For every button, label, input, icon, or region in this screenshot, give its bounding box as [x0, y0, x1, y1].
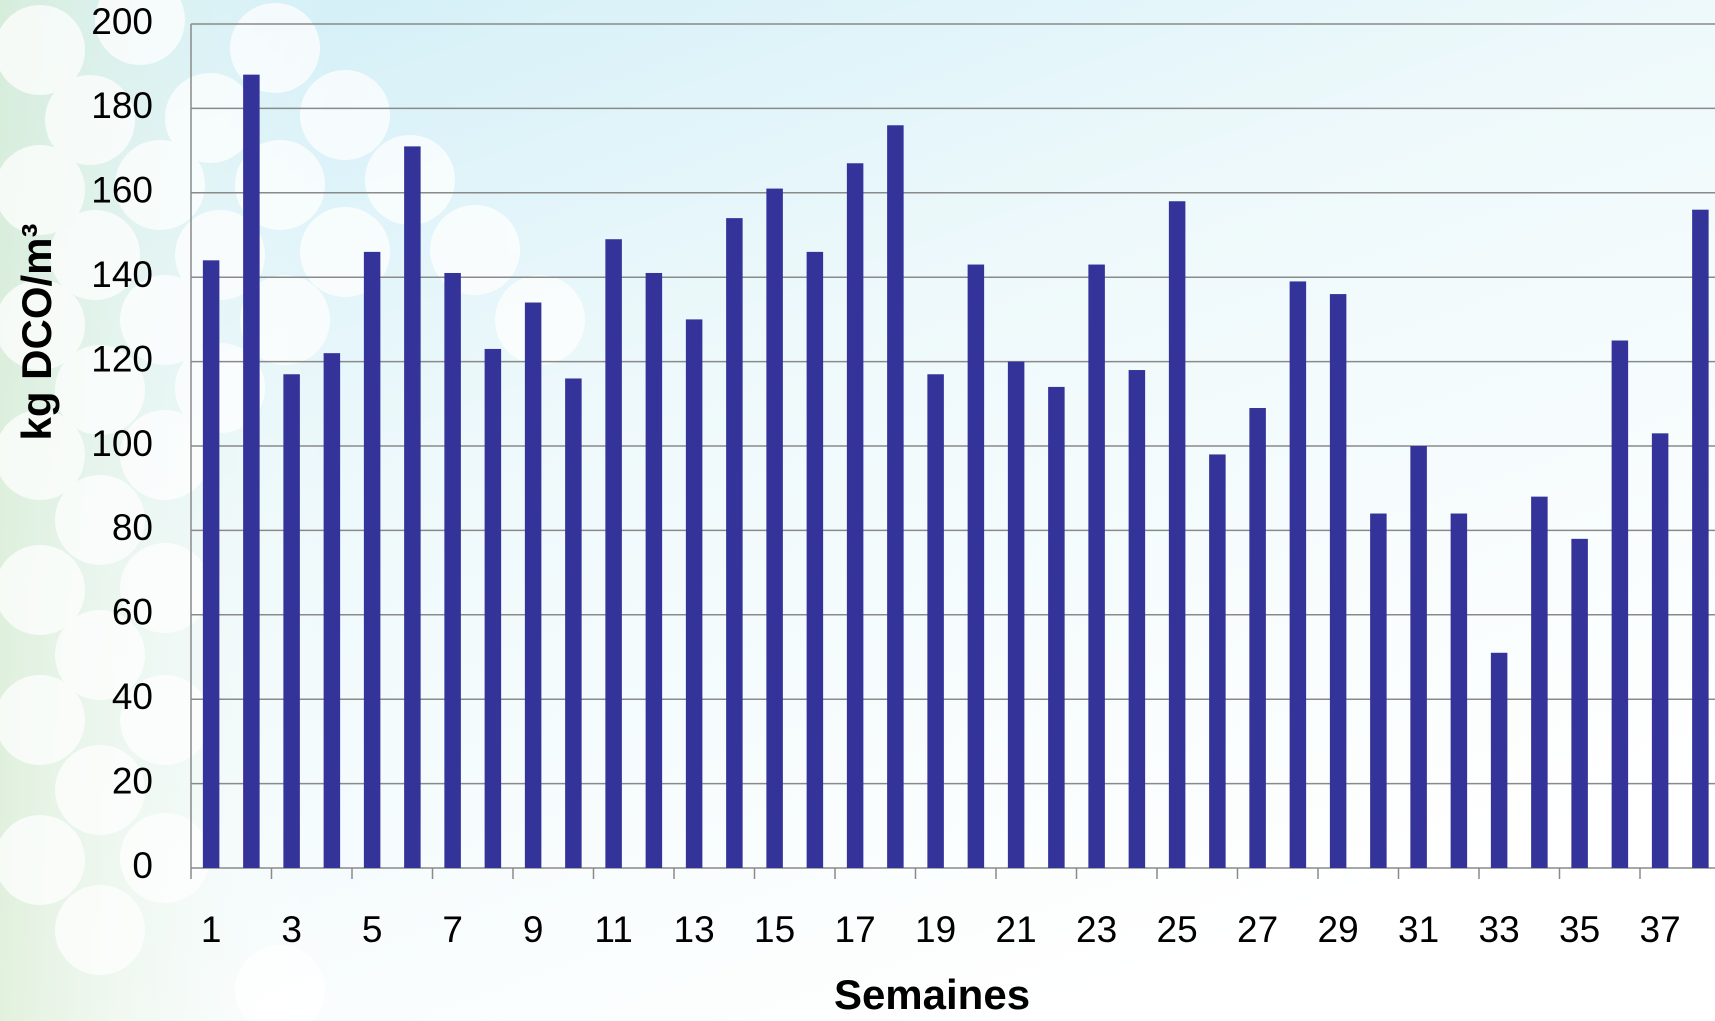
x-tick-label: 9 [523, 909, 544, 950]
bar [887, 125, 904, 868]
bar [1571, 539, 1588, 868]
bar [283, 374, 300, 868]
bar [807, 252, 824, 868]
x-tick-label: 35 [1559, 909, 1600, 950]
x-tick-label: 15 [754, 909, 795, 950]
y-tick-label: 140 [91, 254, 153, 295]
chart: Semaines kg DCO/m³ 0 20 40 60 80 100 120 140 160… [0, 0, 1715, 1021]
bar [1370, 514, 1387, 868]
bar [847, 163, 864, 868]
bar [1652, 433, 1669, 868]
bar [927, 374, 944, 868]
bar [1209, 454, 1226, 868]
bar [444, 273, 461, 868]
y-tick-label: 40 [112, 676, 153, 717]
y-tick-label: 20 [112, 760, 153, 801]
bar [243, 75, 260, 868]
x-tick-label: 21 [996, 909, 1037, 950]
bar [203, 260, 220, 868]
bar [1008, 362, 1025, 868]
x-tick-label: 33 [1479, 909, 1520, 950]
bar [1410, 446, 1427, 868]
y-tick-label: 200 [91, 1, 153, 42]
y-axis-title: kg DCO/m³ [13, 223, 60, 440]
y-tick-label: 120 [91, 338, 153, 379]
bar [1088, 265, 1105, 868]
bar [1491, 653, 1508, 868]
bar [324, 353, 341, 868]
bar [404, 146, 421, 868]
y-tick-label: 180 [91, 85, 153, 126]
bar [1048, 387, 1065, 868]
bar [1290, 281, 1307, 868]
x-tick-label: 17 [835, 909, 876, 950]
y-tick-label: 100 [91, 423, 153, 464]
bar [766, 189, 783, 868]
x-tick-label: 11 [594, 909, 632, 950]
bar [1612, 341, 1629, 869]
x-tick-label: 27 [1237, 909, 1278, 950]
x-tick-label: 1 [201, 909, 222, 950]
bar [726, 218, 743, 868]
bar [646, 273, 663, 868]
x-tick-label: 19 [915, 909, 956, 950]
x-axis-title: Semaines [834, 971, 1030, 1018]
x-tick-label: 5 [362, 909, 383, 950]
bar [1169, 201, 1186, 868]
y-tick-label: 160 [91, 170, 153, 211]
x-tick-label: 7 [442, 909, 463, 950]
bar [1330, 294, 1347, 868]
y-tick-label: 60 [112, 592, 153, 633]
bar [1692, 210, 1709, 868]
x-tick-label: 23 [1076, 909, 1117, 950]
bar [1129, 370, 1146, 868]
bar [525, 303, 542, 868]
bar [485, 349, 502, 868]
y-tick-label: 0 [132, 845, 153, 886]
bar [1531, 497, 1548, 868]
bar [565, 378, 582, 868]
page: Semaines kg DCO/m³ 0 20 40 60 80 100 120 140 160… [0, 0, 1715, 1021]
bar [968, 265, 985, 868]
x-tick-label: 29 [1318, 909, 1359, 950]
bar [364, 252, 381, 868]
x-tick-label: 13 [674, 909, 715, 950]
bar [605, 239, 622, 868]
x-tick-label: 25 [1157, 909, 1198, 950]
bar [1249, 408, 1266, 868]
y-tick-label: 80 [112, 507, 153, 548]
x-tick-label: 37 [1640, 909, 1681, 950]
x-tick-label: 31 [1398, 909, 1439, 950]
bar [1451, 514, 1468, 868]
bar [686, 319, 703, 868]
x-tick-label: 3 [281, 909, 302, 950]
